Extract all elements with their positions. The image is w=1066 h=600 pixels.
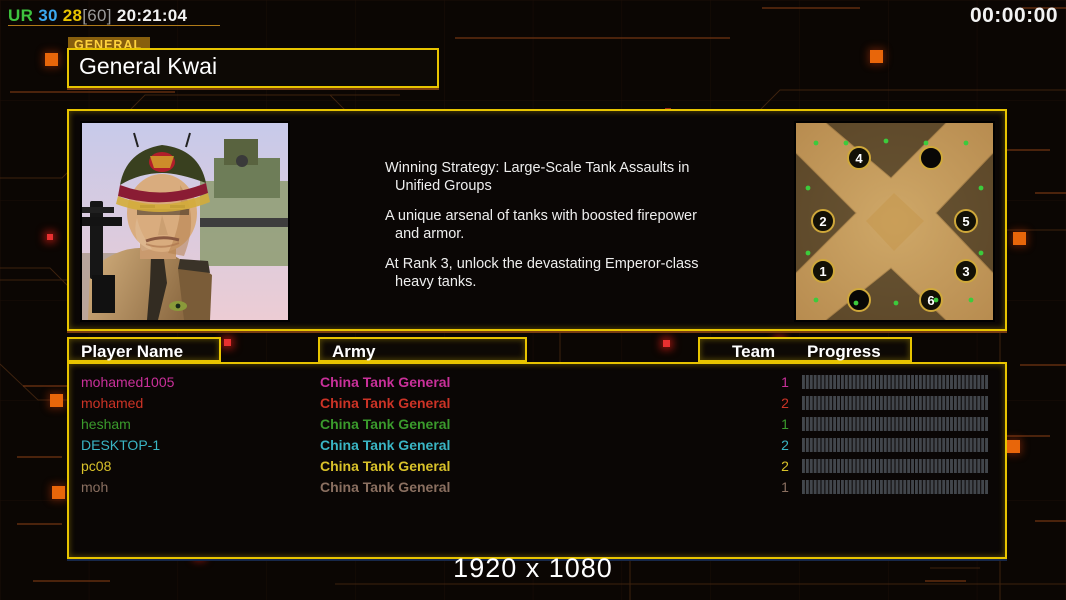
- svg-text:6: 6: [927, 293, 934, 308]
- svg-text:5: 5: [962, 214, 969, 229]
- svg-text:1: 1: [819, 264, 826, 279]
- svg-text:2: 2: [819, 214, 826, 229]
- svg-text:4: 4: [855, 151, 863, 166]
- svg-text:3: 3: [962, 264, 969, 279]
